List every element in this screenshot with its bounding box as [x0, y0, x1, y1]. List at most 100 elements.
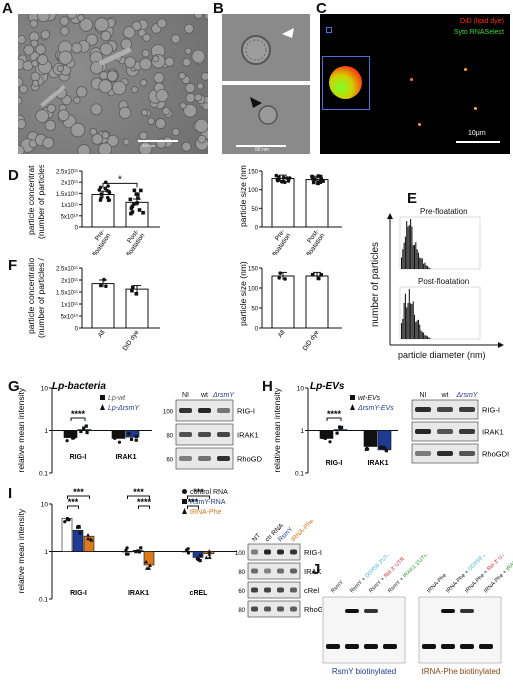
vesicle [155, 118, 167, 129]
data-point [198, 554, 202, 558]
significance-bracket [67, 505, 79, 509]
vesicle [122, 26, 136, 39]
data-point [285, 176, 289, 180]
vesicle [29, 19, 38, 28]
vesicle [106, 70, 119, 82]
gel-band-free [345, 644, 359, 649]
data-point [128, 197, 133, 202]
data-point [277, 175, 281, 179]
data-point [207, 552, 212, 556]
axis-arrow-right-icon [498, 342, 504, 348]
data-point [127, 432, 131, 436]
vesicle-colocalized [329, 66, 362, 99]
vesicle [44, 119, 57, 132]
vesicle [98, 79, 113, 94]
vesicle [184, 23, 195, 34]
vesicle [138, 141, 153, 154]
vesicle [156, 18, 167, 29]
legend-marker [350, 404, 355, 410]
panel-label-d: D [8, 167, 19, 184]
vesicle [58, 50, 73, 65]
emsa-panel-j: RsmY RsmY + DDX58 3'UTR RsmY + Rel 3' UTR R… [315, 544, 513, 685]
data-point [132, 202, 136, 206]
blot-lane-label: NT [251, 532, 262, 543]
significance-bracket [138, 505, 150, 509]
tem-micrograph-b-bottom: 50 nm [222, 85, 310, 154]
gel-band-shift [460, 609, 474, 613]
histogram-bar [404, 236, 406, 269]
zoom-inset [322, 56, 370, 110]
data-point [366, 447, 370, 451]
blot-band [217, 456, 230, 461]
chart-d-concentration: particle concentration (number of particl… [26, 165, 160, 255]
data-point [207, 549, 212, 553]
vesicle [18, 145, 25, 154]
blot-band-label: RIG-I [482, 406, 500, 415]
panel-label-f: F [8, 257, 18, 274]
x-tick-label: DiD dye [122, 329, 141, 352]
vesicle [35, 44, 46, 55]
legend-marker [350, 395, 355, 400]
histogram-bar [406, 221, 408, 269]
data-point [139, 188, 143, 193]
e-ylabel: number of particles [370, 242, 381, 327]
chart-f-concentration: particle concentration (number of particl… [26, 258, 160, 352]
blot-lane-label: wt [441, 392, 449, 399]
data-point [126, 552, 130, 556]
legend-syto: Syto RNASelect [453, 29, 504, 36]
gel-lane-label: RsmY + IRAK1 3'UTR [387, 555, 429, 594]
data-point [135, 201, 139, 205]
blot-band [277, 549, 284, 555]
blot-band-label: RhoGDI [237, 455, 262, 464]
y-tick-label: 2.5x10¹¹ [56, 267, 78, 273]
axis-arrow-up-icon [387, 213, 393, 219]
histogram-bar [415, 322, 417, 339]
vesicle [152, 55, 160, 63]
data-point [134, 434, 138, 439]
vesicle [178, 72, 186, 80]
data-point [136, 196, 140, 200]
y-tick-label: 10 [297, 386, 305, 393]
data-point [139, 546, 143, 550]
data-point [104, 284, 108, 289]
blot-band [459, 451, 475, 456]
bar [271, 275, 295, 329]
histogram-bar [421, 331, 423, 339]
y-tick-label: 0 [255, 327, 259, 333]
gel [322, 596, 406, 664]
vesicle [202, 102, 208, 111]
blot-band [251, 587, 258, 593]
histogram-bar [411, 226, 413, 269]
x-tick-label: Post-floatation [300, 228, 327, 255]
data-point [316, 181, 320, 186]
legend-label: Lp-ΔrsmY [108, 405, 140, 412]
vesicle [182, 57, 192, 67]
data-point [129, 437, 134, 441]
blot-band [437, 407, 453, 412]
y-tick-label: 100 [248, 188, 259, 194]
histogram-bar [421, 258, 423, 269]
y-tick-label: 1 [44, 549, 48, 556]
vesicle [197, 134, 207, 144]
vesicle [56, 65, 64, 73]
vesicle [90, 61, 104, 75]
significance-label: *** [68, 497, 79, 507]
vesicle [139, 57, 153, 71]
data-point [85, 430, 89, 435]
vesicle [179, 102, 187, 110]
blot-band [198, 456, 211, 461]
legend-did: DiD (lipid dye) [460, 18, 504, 25]
blot-band [437, 429, 453, 434]
histogram-bar [424, 262, 426, 269]
data-point [312, 177, 317, 181]
western-blot-g: NI wt ΔrsmY RIG-I 100 IRAK1 80 RhoGDI 60 [162, 388, 264, 480]
vesicle [35, 109, 49, 123]
y-tick-label: 0 [255, 226, 259, 232]
data-point [102, 277, 106, 282]
zoom-box [326, 27, 332, 33]
data-point [319, 178, 324, 182]
filament [98, 47, 132, 66]
blot-strip [247, 543, 301, 561]
panel-label-i: I [8, 485, 13, 502]
